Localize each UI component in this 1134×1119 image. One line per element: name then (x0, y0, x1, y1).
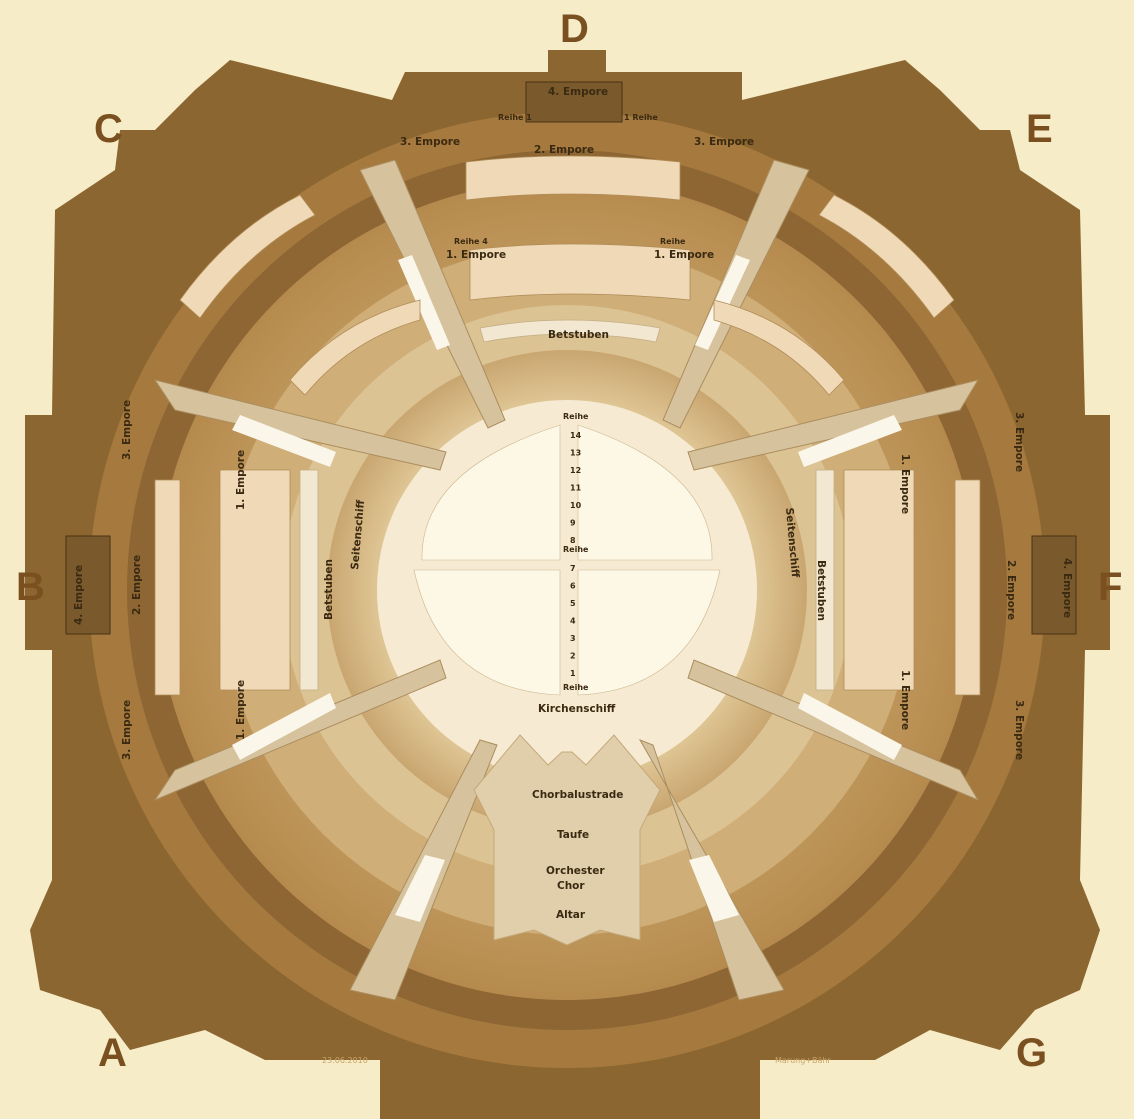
nave-row-number: 8 (570, 536, 576, 545)
label-empore1-left-down: 1. Empore (235, 680, 247, 740)
nave-row-number: 11 (570, 484, 582, 493)
label-empore3-right-down: 3. Empore (1013, 700, 1025, 760)
empore4-box-right[interactable] (1031, 535, 1077, 635)
label-reihe-empore4-left: Reihe 1 (498, 113, 532, 122)
corner-label-f: F (1098, 565, 1122, 609)
corner-label-a: A (98, 1031, 127, 1075)
nave-row-number: 3 (570, 634, 576, 643)
nave-row-number: 9 (570, 519, 576, 528)
corner-label-b: B (16, 565, 45, 609)
label-reihe-nave-mid: Reihe (563, 545, 589, 554)
label-empore1-right-up: 1. Empore (899, 454, 911, 514)
label-orchester: Orchester (546, 865, 605, 877)
corner-label-g: G (1016, 1031, 1047, 1075)
label-empore3-left-down: 3. Empore (121, 700, 133, 760)
nave-row-number: 6 (570, 582, 576, 591)
label-empore2-left: 2. Empore (131, 555, 143, 615)
label-empore3-right-up: 3. Empore (1013, 412, 1025, 472)
nave-row-number: 7 (570, 564, 576, 573)
empore4-box-left[interactable] (65, 535, 111, 635)
label-reihe-nave-lower: Reihe (563, 683, 589, 692)
nave-seat-blocks[interactable] (413, 424, 721, 696)
label-betstuben-top: Betstuben (548, 329, 609, 341)
label-chor: Chor (557, 880, 585, 892)
empore-seat-blocks[interactable] (154, 155, 981, 696)
label-empore4-top: 4. Empore (548, 86, 608, 98)
label-empore1-right-top: 1. Empore (654, 249, 714, 261)
label-empore2-right: 2. Empore (1005, 560, 1017, 620)
footer-credit: Marung+Bähr (775, 1056, 831, 1065)
label-empore3-left-top: 3. Empore (400, 136, 460, 148)
empore4-box-top[interactable] (525, 81, 623, 123)
nave-row-number: 4 (570, 617, 576, 626)
nave-row-number: 13 (570, 449, 581, 458)
label-empore1-left-top: 1. Empore (446, 249, 506, 261)
label-empore1-right-down: 1. Empore (899, 670, 911, 730)
nave-row-number: 14 (570, 431, 582, 440)
label-empore3-right-top: 3. Empore (694, 136, 754, 148)
label-empore4-left: 4. Empore (73, 565, 85, 625)
nave-row-number: 2 (570, 652, 576, 661)
nave-row-number: 5 (570, 599, 576, 608)
nave-row-number: 1 (570, 669, 576, 678)
label-empore3-left-up: 3. Empore (121, 400, 133, 460)
corner-label-c: C (94, 107, 123, 151)
corner-label-e: E (1026, 107, 1053, 151)
pillars (153, 159, 980, 1001)
corner-label-d: D (560, 7, 589, 51)
label-reihe-empore2-end: Reihe (660, 237, 686, 246)
label-empore2-top: 2. Empore (534, 144, 594, 156)
label-betstuben-left: Betstuben (323, 559, 335, 620)
label-betstuben-right: Betstuben (815, 560, 827, 621)
label-empore1-left-up: 1. Empore (235, 450, 247, 510)
label-reihe-empore2-start: Reihe 4 (454, 237, 488, 246)
footer-date: 23.06.2010 (322, 1056, 368, 1065)
nave-row-numbers: 14 13 12 11 10 9 8 7 6 5 4 3 2 1 (570, 431, 582, 678)
label-empore4-right: 4. Empore (1061, 558, 1073, 618)
label-altar: Altar (556, 909, 586, 921)
label-chorbalustrade: Chorbalustrade (532, 789, 623, 801)
label-taufe: Taufe (557, 829, 589, 841)
label-reihe-empore4-right: 1 Reihe (624, 113, 658, 122)
label-reihe-nave-upper: Reihe (563, 412, 589, 421)
betstuben-seats[interactable] (299, 319, 835, 691)
nave-row-number: 10 (570, 501, 582, 510)
label-kirchenschiff: Kirchenschiff (538, 703, 616, 715)
chancel (473, 734, 661, 946)
nave-row-number: 12 (570, 466, 581, 475)
